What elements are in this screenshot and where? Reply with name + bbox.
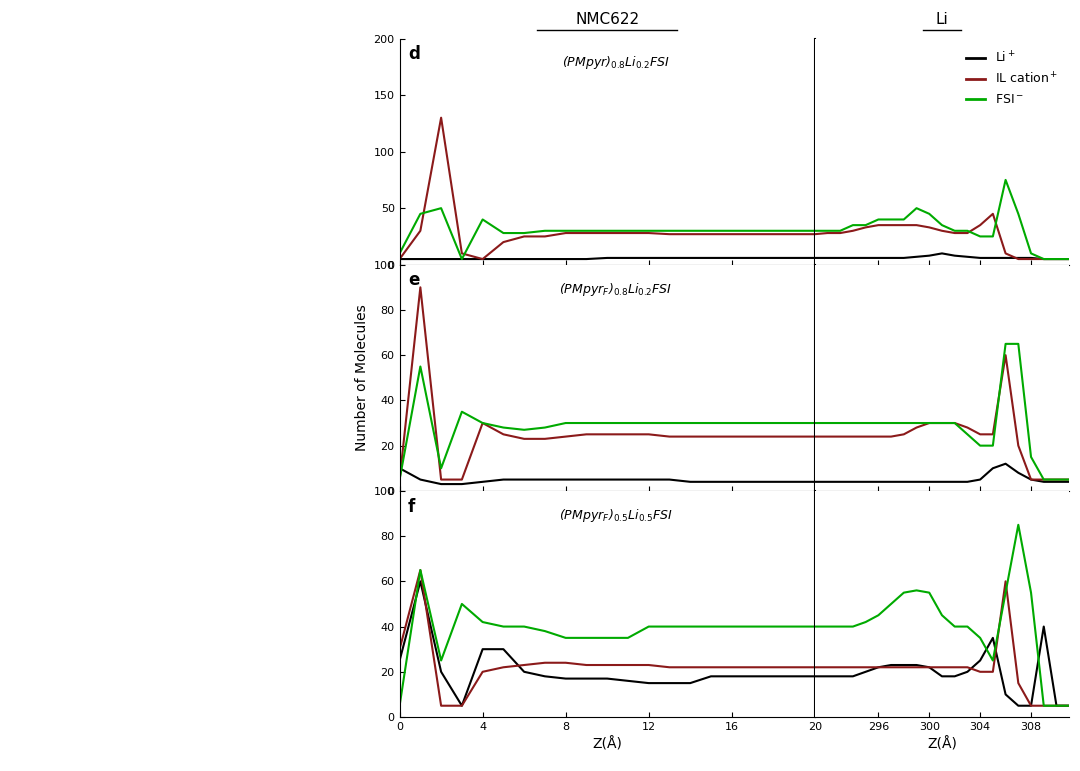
Text: d: d — [408, 45, 420, 63]
Legend: Li$^+$, IL cation$^+$, FSI$^-$: Li$^+$, IL cation$^+$, FSI$^-$ — [961, 45, 1063, 111]
Text: Li: Li — [935, 12, 948, 27]
Text: NMC622: NMC622 — [576, 12, 639, 27]
X-axis label: Z(Å): Z(Å) — [592, 737, 622, 752]
Text: f: f — [408, 497, 415, 516]
Text: (PMpyr$_F$)$_{0.8}$Li$_{0.2}$FSI: (PMpyr$_F$)$_{0.8}$Li$_{0.2}$FSI — [559, 281, 672, 298]
Text: (PMpyr$_F$)$_{0.5}$Li$_{0.5}$FSI: (PMpyr$_F$)$_{0.5}$Li$_{0.5}$FSI — [558, 507, 673, 524]
Text: e: e — [408, 271, 419, 289]
Text: Number of Molecules: Number of Molecules — [355, 305, 368, 451]
X-axis label: Z(Å): Z(Å) — [927, 737, 957, 752]
Text: (PMpyr)$_{0.8}$Li$_{0.2}$FSI: (PMpyr)$_{0.8}$Li$_{0.2}$FSI — [562, 55, 670, 72]
